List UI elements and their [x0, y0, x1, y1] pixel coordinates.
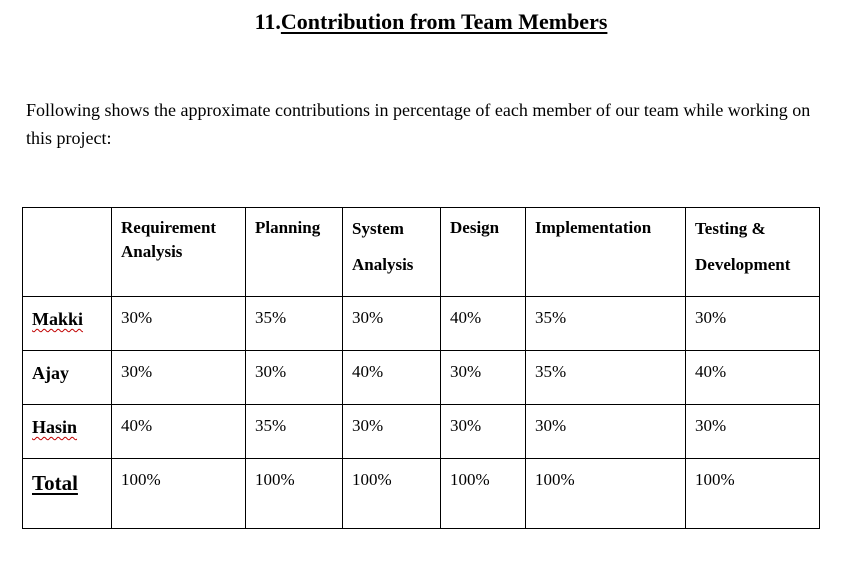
table-cell: 35% — [525, 350, 686, 405]
member-name: Ajay — [32, 363, 69, 383]
table-cell: 30% — [342, 296, 441, 351]
table-total-row: Total 100% 100% 100% 100% 100% 100% — [22, 458, 820, 529]
table-cell: 40% — [440, 296, 526, 351]
member-name-cell: Ajay — [22, 350, 112, 405]
table-cell: 35% — [245, 404, 343, 459]
table-cell: 100% — [111, 458, 246, 529]
table-cell: 100% — [685, 458, 820, 529]
member-name: Makki — [32, 309, 84, 329]
table-cell: 40% — [685, 350, 820, 405]
table-cell: 100% — [245, 458, 343, 529]
table-row: Hasin 40% 35% 30% 30% 30% 30% — [22, 404, 820, 459]
column-header-implementation: Implementation — [525, 207, 686, 297]
table-row: Ajay 30% 30% 40% 30% 35% 40% — [22, 350, 820, 405]
column-header-design: Design — [440, 207, 526, 297]
table-cell: 100% — [440, 458, 526, 529]
table-cell: 40% — [342, 350, 441, 405]
column-header-system-analysis: System Analysis — [342, 207, 441, 297]
section-title: Contribution from Team Members — [280, 9, 608, 34]
member-name-cell: Makki — [22, 296, 112, 351]
total-label: Total — [32, 471, 78, 495]
column-header-requirement-analysis: Requirement Analysis — [111, 207, 246, 297]
table-cell: 30% — [685, 404, 820, 459]
total-label-cell: Total — [22, 458, 112, 529]
header-corner-cell — [22, 207, 112, 297]
table-cell: 30% — [440, 404, 526, 459]
table-cell: 35% — [525, 296, 686, 351]
table-header-row: Requirement Analysis Planning System Ana… — [22, 207, 820, 297]
table-cell: 30% — [525, 404, 686, 459]
table-cell: 100% — [342, 458, 441, 529]
table-cell: 30% — [111, 296, 246, 351]
member-name: Hasin — [32, 417, 78, 437]
table-cell: 100% — [525, 458, 686, 529]
table-cell: 30% — [111, 350, 246, 405]
table-cell: 30% — [245, 350, 343, 405]
table-cell: 35% — [245, 296, 343, 351]
member-name-cell: Hasin — [22, 404, 112, 459]
table-cell: 30% — [342, 404, 441, 459]
table-cell: 30% — [685, 296, 820, 351]
table-row: Makki 30% 35% 30% 40% 35% 30% — [22, 296, 820, 351]
contribution-table: Requirement Analysis Planning System Ana… — [22, 207, 820, 529]
intro-paragraph: Following shows the approximate contribu… — [26, 100, 811, 148]
section-number: 11. — [254, 9, 281, 34]
column-header-testing-development: Testing & Development — [685, 207, 820, 297]
table-cell: 30% — [440, 350, 526, 405]
table-cell: 40% — [111, 404, 246, 459]
section-heading: 11.Contribution from Team Members — [0, 9, 841, 35]
column-header-planning: Planning — [245, 207, 343, 297]
